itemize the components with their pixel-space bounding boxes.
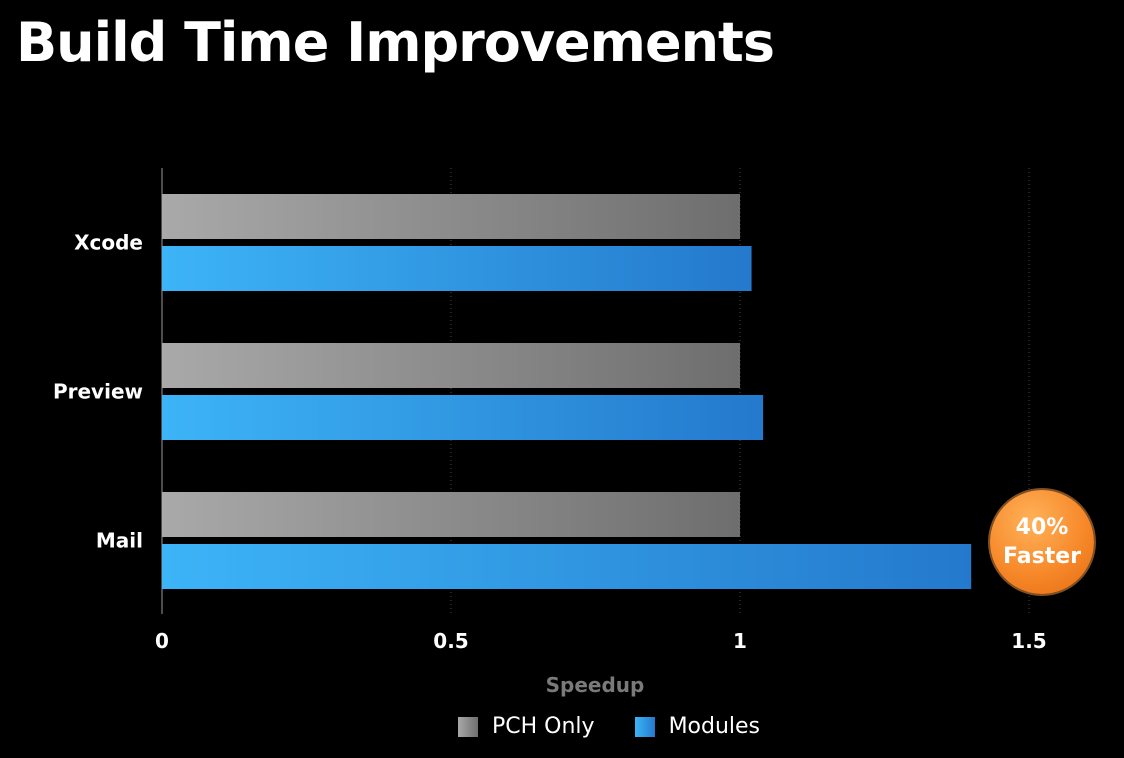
x-axis-title: Speedup (546, 673, 645, 697)
badge-faster: Faster (1003, 544, 1081, 569)
labels: 0 0.5 1 1.5 Xcode Preview Mail (53, 231, 1047, 654)
category-label: Preview (53, 380, 143, 404)
slide-title: Build Time Improvements (16, 11, 775, 74)
speedup-badge: 40% Faster (990, 490, 1094, 594)
x-tick-label: 0 (155, 629, 169, 653)
legend-item-modules: Modules (634, 714, 761, 739)
legend-label-modules: Modules (668, 714, 761, 739)
modules-bar-xcode (162, 246, 752, 291)
legend-swatch-pch (458, 716, 478, 737)
category-label: Mail (96, 529, 143, 553)
pch-bar-preview (162, 343, 740, 388)
legend-item-pch: PCH Only (458, 714, 595, 739)
modules-bar-mail (162, 544, 972, 589)
badge-percent: 40% (1015, 515, 1069, 540)
x-tick-label: 1.5 (1011, 629, 1046, 653)
pch-bar-xcode (162, 194, 740, 239)
x-tick-label: 0.5 (433, 629, 468, 653)
legend-swatch-modules (634, 716, 655, 737)
pch-bar-mail (162, 492, 740, 537)
bar-chart: 0 0.5 1 1.5 Xcode Preview Mail Speedup (53, 168, 1047, 697)
legend: PCH Only Modules (458, 714, 760, 739)
category-label: Xcode (74, 231, 143, 255)
bars (162, 194, 972, 589)
x-tick-label: 1 (733, 629, 747, 653)
modules-bar-preview (162, 395, 764, 440)
legend-label-pch: PCH Only (492, 714, 595, 739)
